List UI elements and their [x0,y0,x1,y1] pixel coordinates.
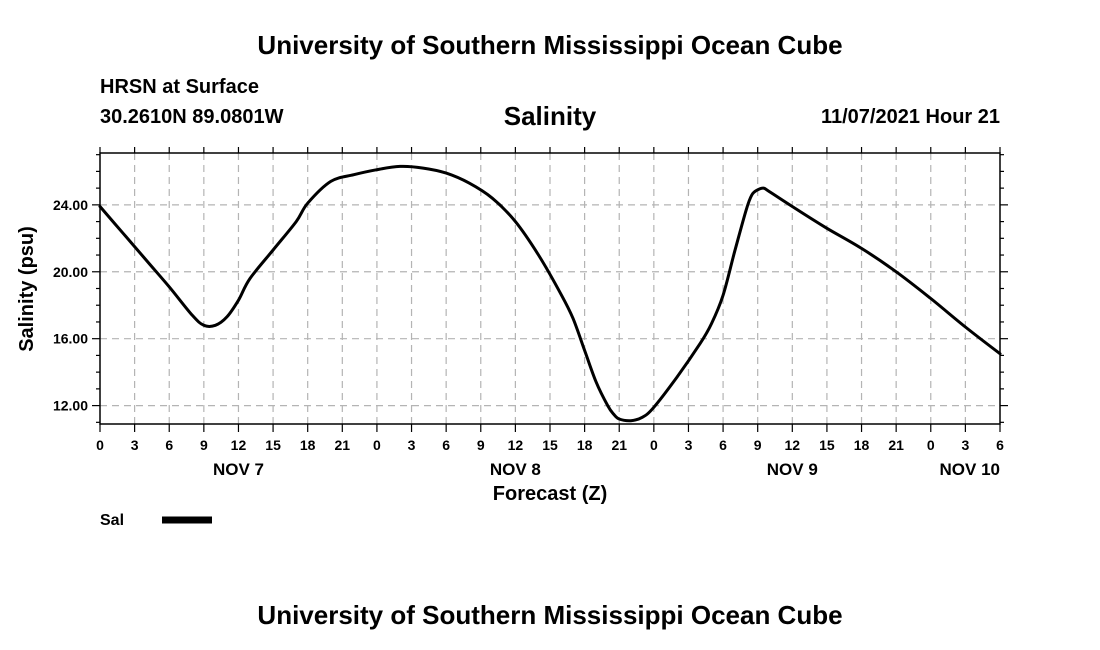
day-labels: NOV 7 NOV 8 NOV 9 NOV 10 [213,460,1000,479]
x-tick-label: 18 [577,437,593,453]
day-label: NOV 9 [767,460,818,479]
x-tick-label: 18 [854,437,870,453]
x-tick-label: 15 [542,437,558,453]
x-tick-label: 21 [611,437,627,453]
station-name: HRSN at Surface [100,76,259,98]
day-label: NOV 7 [213,460,264,479]
x-tick-label: 9 [754,437,762,453]
legend-label: Sal [100,512,124,529]
y-tick-label: 12.00 [53,398,88,414]
x-tick-label: 0 [650,437,658,453]
station-coordinates: 30.2610N 89.0801W [100,106,284,128]
grid-lines [100,153,1000,424]
x-tick-label: 21 [335,437,351,453]
x-tick-label: 9 [477,437,485,453]
x-tick-label: 0 [96,437,104,453]
x-tick-label: 3 [408,437,416,453]
main-title: University of Southern Mississippi Ocean… [257,30,843,60]
x-tick-label: 12 [231,437,247,453]
x-tick-label: 15 [265,437,281,453]
x-tick-label: 3 [131,437,139,453]
x-tick-label: 12 [785,437,801,453]
y-tick-label: 16.00 [53,331,88,347]
x-tick-label: 12 [508,437,524,453]
x-tick-label: 6 [165,437,173,453]
plot-frame [99,152,1001,425]
y-tick-labels: 12.00 16.00 20.00 24.00 [53,197,88,414]
day-label: NOV 10 [940,460,1000,479]
day-label: NOV 8 [490,460,541,479]
y-tick-label: 20.00 [53,264,88,280]
series-layer [98,164,1002,423]
chart-title: Salinity [503,101,597,131]
x-axis-title: Forecast (Z) [493,483,607,505]
x-tick-label: 9 [200,437,208,453]
y-tick-label: 24.00 [53,197,88,213]
legend: Sal [100,512,212,529]
x-tick-label: 18 [300,437,316,453]
x-tick-label: 3 [961,437,969,453]
x-tick-labels: 0 3 6 9 12 15 18 21 0 3 6 9 12 15 18 21 0 3 6 9 12 15 18 21 0 3 6 [96,437,1004,453]
x-tick-label: 6 [442,437,450,453]
x-tick-label: 6 [719,437,727,453]
y-axis-title: Salinity (psu) [16,226,38,352]
forecast-datetime: 11/07/2021 Hour 21 [820,106,1000,128]
x-tick-label: 0 [927,437,935,453]
x-tick-label: 0 [373,437,381,453]
x-tick-label: 6 [996,437,1004,453]
x-tick-label: 21 [888,437,904,453]
footer-title: University of Southern Mississippi Ocean… [257,600,843,630]
series-line-sal [98,164,1002,423]
salinity-chart: 0 3 6 9 12 15 18 21 0 3 6 9 12 15 18 21 0 3 6 9 12 15 18 21 0 3 6 … [16,147,1008,529]
x-tick-label: 3 [685,437,693,453]
x-tick-label: 15 [819,437,835,453]
